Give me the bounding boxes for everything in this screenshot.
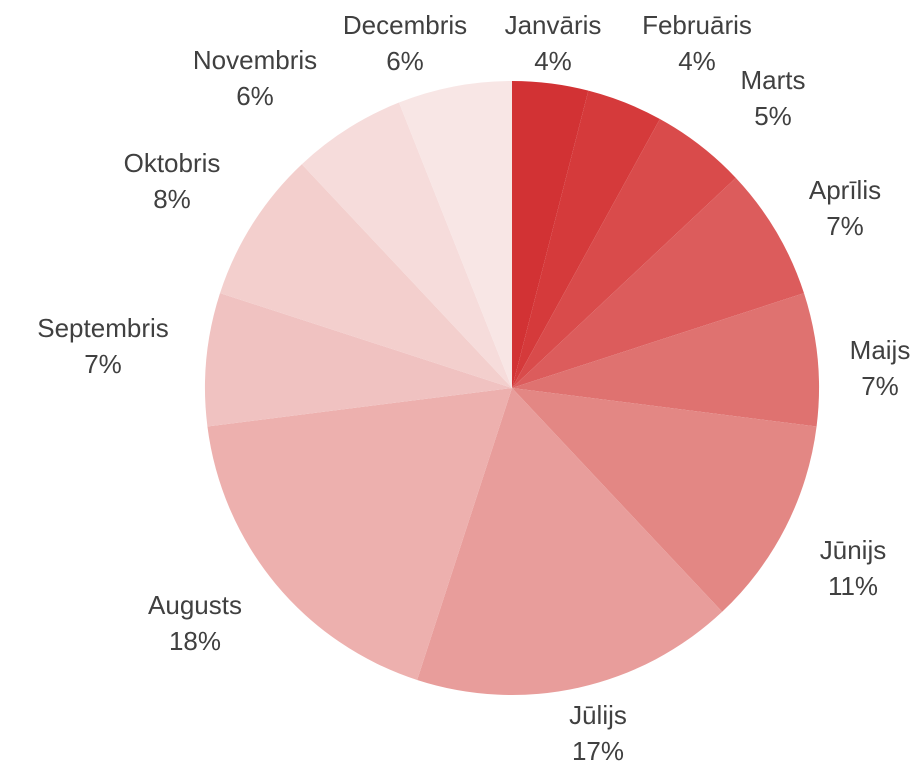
pie-slice [398, 81, 512, 388]
slice-label: Aprīlis [809, 175, 881, 205]
slice-value: 7% [84, 349, 122, 379]
slice-value: 6% [236, 81, 274, 111]
pie-slice [301, 102, 512, 388]
slice-label: Maijs [850, 335, 911, 365]
pie-slice [512, 293, 819, 427]
slice-value: 4% [678, 46, 716, 76]
slice-value: 8% [153, 184, 191, 214]
slice-value: 4% [534, 46, 572, 76]
slice-label: Decembris [343, 10, 467, 40]
pie-slice [512, 81, 589, 388]
slice-value: 17% [572, 736, 624, 763]
slice-value: 5% [754, 101, 792, 131]
pie-slice [417, 388, 723, 695]
slice-value: 7% [861, 371, 899, 401]
pie-slice [512, 90, 660, 389]
slice-value: 7% [826, 211, 864, 241]
pie-slice [512, 177, 804, 388]
pie-slice [204, 293, 512, 427]
slice-value: 11% [828, 571, 878, 601]
pie-slice [220, 164, 513, 388]
slice-value: 6% [386, 46, 424, 76]
slice-label: Novembris [193, 45, 317, 75]
slice-value: 18% [169, 626, 221, 656]
slice-label: Marts [741, 65, 806, 95]
slice-label: Jūnijs [820, 535, 886, 565]
slice-label: Augusts [148, 590, 242, 620]
pie-slice [512, 388, 817, 612]
slice-label: Janvāris [505, 10, 602, 40]
slice-label: Jūlijs [569, 700, 627, 730]
pie-slice [207, 388, 513, 680]
slice-label: Oktobris [124, 148, 221, 178]
pie-slice [512, 118, 736, 388]
slice-label: Septembris [37, 313, 169, 343]
slice-label: Februāris [642, 10, 752, 40]
